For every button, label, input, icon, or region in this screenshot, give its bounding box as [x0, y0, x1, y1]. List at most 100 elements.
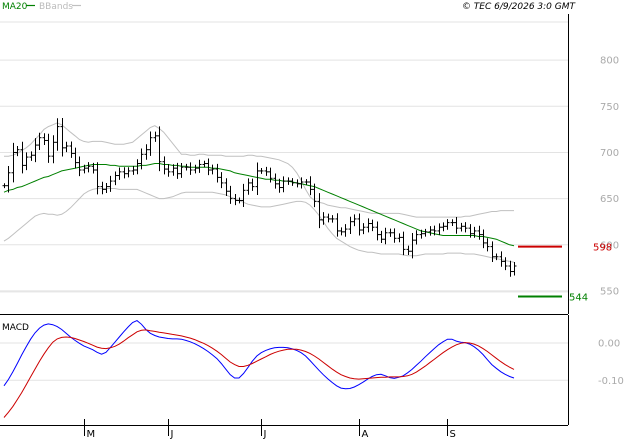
- ohlc-bar: [250, 178, 255, 191]
- ohlc-bar: [277, 178, 282, 193]
- ohlc-bar: [406, 245, 411, 256]
- support-resistance: 598 544: [518, 243, 612, 303]
- ohlc-bar: [241, 183, 246, 207]
- ohlc-bar: [264, 166, 269, 176]
- month-label: S: [450, 429, 456, 440]
- month-label: J: [170, 429, 174, 440]
- ohlc-bar: [268, 167, 273, 183]
- ohlc-bar: [459, 222, 464, 232]
- ohlc-bar: [77, 156, 82, 177]
- support-label: 544: [569, 292, 588, 303]
- ohlc-bar: [193, 164, 198, 174]
- ohlc-bar: [255, 162, 260, 196]
- ohlc-bar: [375, 221, 380, 241]
- ohlc-bar: [148, 131, 153, 156]
- ohlc-bar: [414, 230, 419, 245]
- ohlc-bar: [171, 164, 176, 176]
- ohlc-bars: [2, 117, 517, 277]
- ohlc-bar: [2, 183, 7, 189]
- bollinger-bands: [3, 122, 515, 263]
- ohlc-bar: [317, 193, 322, 229]
- macd-line: [3, 320, 515, 390]
- ohlc-bar: [139, 148, 144, 170]
- ohlc-bar: [281, 176, 286, 193]
- ohlc-bar: [113, 171, 118, 186]
- legend-bbands: BBands: [39, 2, 73, 12]
- ohlc-bar: [299, 177, 304, 189]
- ohlc-bar: [454, 216, 459, 234]
- ohlc-bar: [379, 230, 384, 243]
- ohlc-bar: [432, 225, 437, 236]
- ohlc-bar: [6, 165, 11, 193]
- ohlc-bar: [206, 158, 211, 176]
- ohlc-bar: [410, 233, 415, 259]
- ohlc-bar: [330, 215, 335, 223]
- ohlc-bar: [166, 164, 171, 177]
- ohlc-bar: [503, 257, 508, 271]
- ohlc-bar: [472, 226, 477, 238]
- ohlc-bar: [91, 162, 96, 174]
- ohlc-bar: [428, 226, 433, 236]
- price-tick-label: 750: [600, 102, 619, 113]
- ohlc-bar: [326, 213, 331, 223]
- ohlc-bar: [175, 162, 180, 179]
- ohlc-bar: [228, 185, 233, 204]
- month-label: A: [362, 429, 369, 440]
- ohlc-bar: [304, 179, 309, 185]
- price-tick-label: 800: [600, 56, 619, 67]
- ohlc-bar: [69, 141, 74, 158]
- ohlc-bar: [437, 223, 442, 235]
- ohlc-bar: [388, 228, 393, 237]
- ohlc-bar: [202, 160, 207, 168]
- ohlc-bar: [370, 219, 375, 232]
- ohlc-bar: [42, 133, 47, 145]
- ohlc-bar: [295, 179, 300, 188]
- ohlc-bar: [215, 163, 220, 183]
- ohlc-bar: [339, 227, 344, 236]
- bband-upper: [4, 122, 514, 218]
- ohlc-bar: [73, 147, 78, 169]
- ohlc-bar: [273, 173, 278, 189]
- macd-lines: [3, 320, 515, 418]
- macd-panel-label: MACD: [2, 323, 29, 333]
- ohlc-bar: [361, 223, 366, 235]
- ohlc-bar: [126, 167, 131, 178]
- price-grid: [0, 21, 568, 293]
- ohlc-bar: [95, 162, 100, 195]
- ohlc-bar: [468, 224, 473, 238]
- ohlc-bar: [179, 162, 184, 178]
- ohlc-bar: [122, 167, 127, 179]
- ohlc-bar: [366, 218, 371, 233]
- ohlc-bar: [197, 159, 202, 173]
- price-axis: 800 750 700 650 600 550: [600, 56, 619, 298]
- ohlc-bar: [485, 238, 490, 252]
- ohlc-bar: [184, 163, 189, 171]
- ohlc-bar: [441, 222, 446, 232]
- ohlc-bar: [131, 166, 136, 175]
- price-tick-label: 650: [600, 194, 619, 205]
- price-tick-label: 700: [600, 148, 619, 159]
- month-label: M: [87, 429, 96, 440]
- ohlc-bar: [508, 260, 513, 277]
- ohlc-bar: [210, 164, 215, 175]
- ohlc-bar: [144, 144, 149, 160]
- ohlc-bar: [246, 178, 251, 195]
- ohlc-bar: [512, 262, 517, 276]
- ohlc-bar: [392, 228, 397, 243]
- bband-lower: [3, 188, 515, 263]
- ohlc-bar: [157, 126, 162, 172]
- legend-ma20: MA20: [2, 2, 28, 12]
- ohlc-bar: [335, 213, 340, 237]
- ma20-layer: [3, 163, 515, 247]
- ohlc-bar: [15, 146, 20, 157]
- ohlc-bar: [46, 133, 51, 163]
- month-label: J: [263, 429, 267, 440]
- ohlc-bar: [55, 118, 60, 151]
- ohlc-bar: [11, 142, 16, 183]
- ohlc-bar: [308, 176, 313, 196]
- ohlc-bar: [450, 219, 455, 226]
- ohlc-bar: [82, 164, 87, 174]
- ohlc-bar: [463, 222, 468, 233]
- ohlc-bar: [29, 151, 34, 161]
